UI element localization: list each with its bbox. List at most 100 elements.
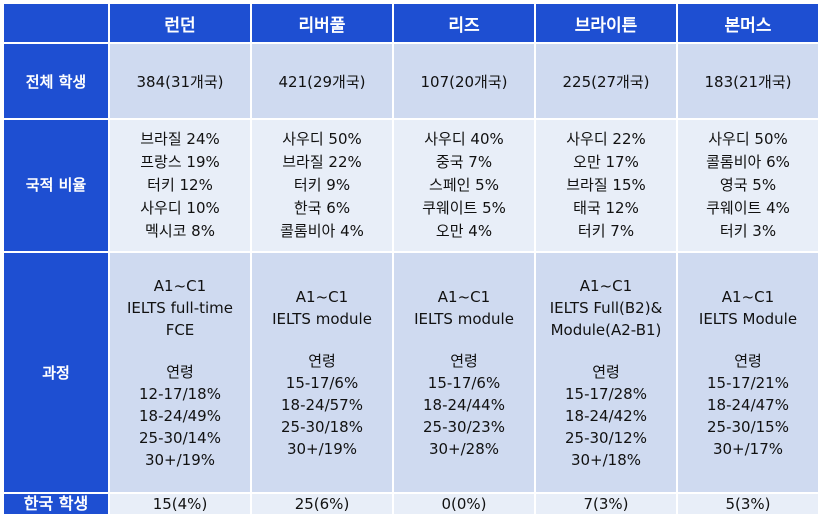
- nationality-line: 쿠웨이트 5%: [422, 199, 506, 217]
- spacer: [252, 330, 392, 350]
- nationality-line: 한국 6%: [293, 199, 351, 217]
- nationality-line: 브라질 15%: [566, 176, 646, 194]
- course-line: IELTS module: [414, 309, 514, 328]
- spacer: [678, 330, 818, 350]
- nationality-row: 국적 비율 브라질 24% 프랑스 19% 터키 12% 사우디 10% 멕시코…: [4, 120, 818, 251]
- nationality-line: 사우디 50%: [282, 130, 362, 148]
- course-line: A1~C1: [295, 287, 349, 306]
- col-header-liverpool: 리버풀: [252, 4, 392, 42]
- total-cell: 183(21개국): [678, 44, 818, 118]
- course-line: Module(A2-B1): [550, 320, 662, 339]
- age-line: 25-30/15%: [707, 417, 789, 436]
- nationality-line: 영국 5%: [719, 176, 777, 194]
- korean-cell: 25(6%): [252, 494, 392, 514]
- age-line: 15-17/28%: [565, 384, 647, 403]
- nationality-line: 콜롬비아 4%: [280, 222, 364, 240]
- age-line: 25-30/18%: [281, 417, 363, 436]
- age-line: 12-17/18%: [139, 384, 221, 403]
- age-line: 30+/19%: [144, 450, 216, 469]
- course-line: FCE: [165, 320, 195, 339]
- age-label: 연령: [592, 362, 620, 381]
- nationality-line: 태국 12%: [573, 199, 639, 217]
- nationality-line: 스페인 5%: [429, 176, 499, 194]
- nationality-line: 터키 12%: [147, 176, 213, 194]
- nationality-cell: 사우디 50% 콜롬비아 6% 영국 5% 쿠웨이트 4% 터키 3%: [678, 120, 818, 251]
- course-line: A1~C1: [721, 287, 775, 306]
- age-line: 18-24/42%: [565, 406, 647, 425]
- age-line: 25-30/14%: [139, 428, 221, 447]
- course-cell: A1~C1 IELTS Full(B2)& Module(A2-B1) 연령 1…: [536, 253, 676, 492]
- age-line: 30+/28%: [428, 439, 500, 458]
- corner-cell: [4, 4, 108, 42]
- nationality-cell: 사우디 40% 중국 7% 스페인 5% 쿠웨이트 5% 오만 4%: [394, 120, 534, 251]
- col-header-bournemouth: 본머스: [678, 4, 818, 42]
- stats-table: 런던 리버풀 리즈 브라이튼 본머스 전체 학생 384(31개국) 421(2…: [2, 2, 820, 516]
- age-line: 30+/18%: [570, 450, 642, 469]
- total-cell: 384(31개국): [110, 44, 250, 118]
- course-row: 과정 A1~C1 IELTS full-time FCE 연령 12-17/18…: [4, 253, 818, 492]
- course-line: IELTS module: [272, 309, 372, 328]
- course-line: A1~C1: [579, 276, 633, 295]
- age-line: 30+/17%: [712, 439, 784, 458]
- age-line: 18-24/44%: [423, 395, 505, 414]
- age-label: 연령: [450, 351, 478, 370]
- age-line: 18-24/47%: [707, 395, 789, 414]
- korean-cell: 5(3%): [678, 494, 818, 514]
- age-line: 18-24/49%: [139, 406, 221, 425]
- age-label: 연령: [734, 351, 762, 370]
- age-line: 25-30/12%: [565, 428, 647, 447]
- nationality-line: 터키 9%: [293, 176, 351, 194]
- course-line: IELTS Full(B2)&: [549, 298, 663, 317]
- age-label: 연령: [166, 362, 194, 381]
- korean-cell: 0(0%): [394, 494, 534, 514]
- course-cell: A1~C1 IELTS Module 연령 15-17/21% 18-24/47…: [678, 253, 818, 492]
- course-line: IELTS full-time: [126, 298, 234, 317]
- course-line: A1~C1: [437, 287, 491, 306]
- nationality-line: 콜롬비아 6%: [706, 153, 790, 171]
- nationality-line: 멕시코 8%: [145, 222, 215, 240]
- nationality-cell: 브라질 24% 프랑스 19% 터키 12% 사우디 10% 멕시코 8%: [110, 120, 250, 251]
- age-line: 15-17/21%: [707, 373, 789, 392]
- total-cell: 107(20개국): [394, 44, 534, 118]
- age-line: 15-17/6%: [285, 373, 359, 392]
- nationality-line: 사우디 40%: [424, 130, 504, 148]
- course-cell: A1~C1 IELTS module 연령 15-17/6% 18-24/44%…: [394, 253, 534, 492]
- age-label: 연령: [308, 351, 336, 370]
- nationality-line: 브라질 24%: [140, 130, 220, 148]
- course-cell: A1~C1 IELTS module 연령 15-17/6% 18-24/57%…: [252, 253, 392, 492]
- row-header-korean: 한국 학생: [4, 494, 108, 514]
- course-line: IELTS Module: [698, 309, 798, 328]
- nationality-line: 중국 7%: [435, 153, 493, 171]
- col-header-brighton: 브라이튼: [536, 4, 676, 42]
- spacer: [394, 330, 534, 350]
- nationality-line: 오만 17%: [573, 153, 639, 171]
- header-row: 런던 리버풀 리즈 브라이튼 본머스: [4, 4, 818, 42]
- total-cell: 421(29개국): [252, 44, 392, 118]
- age-line: 25-30/23%: [423, 417, 505, 436]
- nationality-line: 사우디 22%: [566, 130, 646, 148]
- course-cell: A1~C1 IELTS full-time FCE 연령 12-17/18% 1…: [110, 253, 250, 492]
- row-header-nationality: 국적 비율: [4, 120, 108, 251]
- age-line: 18-24/57%: [281, 395, 363, 414]
- nationality-cell: 사우디 22% 오만 17% 브라질 15% 태국 12% 터키 7%: [536, 120, 676, 251]
- korean-cell: 7(3%): [536, 494, 676, 514]
- course-line: A1~C1: [153, 276, 207, 295]
- age-line: 15-17/6%: [427, 373, 501, 392]
- nationality-line: 오만 4%: [435, 222, 493, 240]
- nationality-line: 프랑스 19%: [140, 153, 220, 171]
- total-cell: 225(27개국): [536, 44, 676, 118]
- nationality-line: 사우디 50%: [708, 130, 788, 148]
- total-students-row: 전체 학생 384(31개국) 421(29개국) 107(20개국) 225(…: [4, 44, 818, 118]
- nationality-line: 터키 3%: [719, 222, 777, 240]
- nationality-line: 쿠웨이트 4%: [706, 199, 790, 217]
- col-header-leeds: 리즈: [394, 4, 534, 42]
- col-header-london: 런던: [110, 4, 250, 42]
- spacer: [110, 341, 250, 361]
- row-header-course: 과정: [4, 253, 108, 492]
- age-line: 30+/19%: [286, 439, 358, 458]
- nationality-line: 브라질 22%: [282, 153, 362, 171]
- nationality-line: 사우디 10%: [140, 199, 220, 217]
- row-header-total: 전체 학생: [4, 44, 108, 118]
- korean-cell: 15(4%): [110, 494, 250, 514]
- spacer: [536, 341, 676, 361]
